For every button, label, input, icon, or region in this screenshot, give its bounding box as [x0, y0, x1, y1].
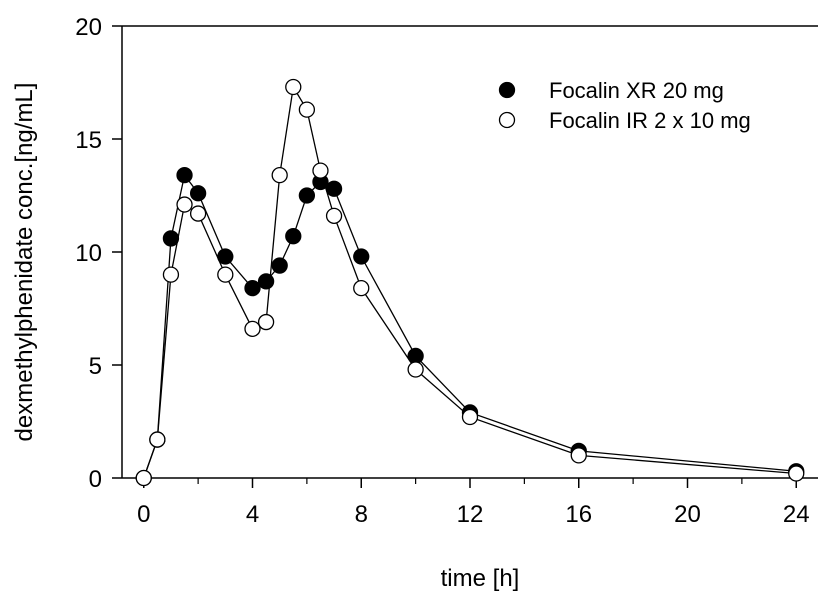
legend: Focalin XR 20 mg Focalin IR 2 x 10 mg — [498, 78, 751, 133]
data-point — [353, 248, 370, 265]
data-point — [788, 465, 805, 482]
data-point — [135, 469, 152, 487]
y-tick-label: 0 — [89, 466, 102, 493]
data-point — [312, 162, 329, 179]
x-tick-label: 8 — [355, 501, 368, 528]
data-point — [162, 230, 180, 247]
data-point — [407, 361, 424, 378]
data-point — [244, 320, 261, 337]
x-tick-label: 20 — [674, 501, 701, 528]
series-layer — [135, 78, 805, 487]
data-point — [257, 313, 275, 331]
data-point — [325, 207, 343, 224]
ticks: 0 5 10 15 20 0 4 8 12 16 20 24 — [75, 14, 809, 528]
y-axis-label: dexmethylphenidate conc.[ng/mL] — [11, 83, 38, 442]
data-point — [570, 447, 587, 464]
data-point — [285, 228, 302, 245]
x-tick-label: 0 — [137, 501, 150, 528]
data-point — [325, 180, 343, 197]
data-point — [162, 266, 180, 283]
data-point — [189, 185, 207, 202]
data-point — [189, 205, 207, 222]
y-tick-label: 10 — [75, 240, 102, 267]
series-line-2 — [143, 85, 797, 479]
data-point — [461, 408, 479, 426]
series-line-1 — [143, 173, 797, 479]
legend-marker — [498, 111, 516, 129]
data-point — [353, 280, 370, 297]
data-point — [217, 248, 234, 265]
legend-label: Focalin XR 20 mg — [549, 78, 724, 103]
y-tick-label: 15 — [75, 127, 102, 154]
series-markers-2 — [135, 78, 805, 487]
data-point — [285, 78, 302, 96]
data-point — [149, 431, 166, 448]
y-tick-label: 20 — [75, 14, 102, 41]
data-point — [176, 196, 193, 213]
data-point — [176, 167, 193, 184]
x-tick-label: 4 — [246, 501, 259, 528]
data-point — [298, 187, 316, 204]
data-point — [217, 266, 234, 283]
y-tick-label: 5 — [89, 353, 102, 380]
data-point — [244, 280, 261, 297]
x-axis-label: time [h] — [441, 565, 520, 592]
data-point — [257, 273, 275, 290]
x-tick-label: 16 — [565, 501, 592, 528]
x-tick-label: 12 — [457, 501, 484, 528]
data-point — [271, 167, 288, 184]
legend-marker — [498, 81, 516, 99]
x-tick-label: 24 — [783, 501, 810, 528]
data-point — [271, 257, 288, 274]
data-point — [298, 101, 316, 118]
data-point — [407, 347, 424, 365]
series-markers-1 — [135, 167, 805, 487]
legend-label: Focalin IR 2 x 10 mg — [549, 108, 751, 133]
